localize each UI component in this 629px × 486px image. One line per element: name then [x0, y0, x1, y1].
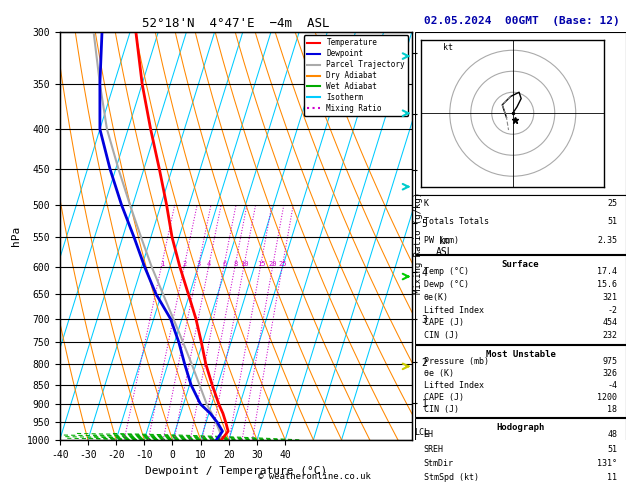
Text: θe(K): θe(K)	[423, 293, 448, 302]
Text: Totals Totals: Totals Totals	[423, 217, 489, 226]
Title: 52°18'N  4°47'E  −4m  ASL: 52°18'N 4°47'E −4m ASL	[142, 17, 330, 31]
Text: CIN (J): CIN (J)	[423, 405, 459, 414]
Text: 3: 3	[197, 261, 201, 267]
Text: Surface: Surface	[502, 260, 539, 269]
Text: 51: 51	[608, 445, 618, 453]
Text: LCL: LCL	[414, 428, 429, 437]
FancyBboxPatch shape	[415, 418, 626, 486]
FancyBboxPatch shape	[415, 255, 626, 344]
Text: 20: 20	[269, 261, 277, 267]
Text: 48: 48	[608, 431, 618, 439]
Text: 232: 232	[603, 331, 618, 340]
Text: -2: -2	[608, 306, 618, 314]
Text: 8: 8	[233, 261, 238, 267]
Text: Pressure (mb): Pressure (mb)	[423, 357, 489, 366]
Text: 2.35: 2.35	[598, 236, 618, 245]
Text: Lifted Index: Lifted Index	[423, 306, 484, 314]
Text: CIN (J): CIN (J)	[423, 331, 459, 340]
Text: 18: 18	[608, 405, 618, 414]
Text: Hodograph: Hodograph	[496, 423, 545, 432]
Text: CAPE (J): CAPE (J)	[423, 318, 464, 327]
Text: © weatheronline.co.uk: © weatheronline.co.uk	[258, 472, 371, 481]
Text: 15: 15	[257, 261, 265, 267]
Text: 10: 10	[240, 261, 248, 267]
FancyBboxPatch shape	[415, 345, 626, 417]
Text: 131°: 131°	[598, 459, 618, 468]
Text: 454: 454	[603, 318, 618, 327]
Text: StmSpd (kt): StmSpd (kt)	[423, 473, 479, 482]
X-axis label: Dewpoint / Temperature (°C): Dewpoint / Temperature (°C)	[145, 467, 327, 476]
Text: 326: 326	[603, 369, 618, 378]
Text: 51: 51	[608, 217, 618, 226]
Text: 02.05.2024  00GMT  (Base: 12): 02.05.2024 00GMT (Base: 12)	[424, 16, 620, 26]
Legend: Temperature, Dewpoint, Parcel Trajectory, Dry Adiabat, Wet Adiabat, Isotherm, Mi: Temperature, Dewpoint, Parcel Trajectory…	[304, 35, 408, 116]
Text: Temp (°C): Temp (°C)	[423, 267, 469, 276]
Text: EH: EH	[423, 431, 433, 439]
Text: 1: 1	[160, 261, 164, 267]
Text: Lifted Index: Lifted Index	[423, 381, 484, 390]
Text: Most Unstable: Most Unstable	[486, 349, 555, 359]
Text: K: K	[423, 199, 428, 208]
Text: PW (cm): PW (cm)	[423, 236, 459, 245]
Text: 17.4: 17.4	[598, 267, 618, 276]
Text: 25: 25	[608, 199, 618, 208]
Text: Dewp (°C): Dewp (°C)	[423, 280, 469, 289]
Y-axis label: hPa: hPa	[11, 226, 21, 246]
Text: StmDir: StmDir	[423, 459, 454, 468]
Text: 15.6: 15.6	[598, 280, 618, 289]
FancyBboxPatch shape	[415, 32, 626, 195]
Text: 4: 4	[207, 261, 211, 267]
Text: 321: 321	[603, 293, 618, 302]
Text: θe (K): θe (K)	[423, 369, 454, 378]
Text: kt: kt	[443, 43, 454, 52]
Text: 11: 11	[608, 473, 618, 482]
FancyBboxPatch shape	[415, 195, 626, 254]
Text: 25: 25	[279, 261, 287, 267]
Text: Mixing Ratio (g/kg): Mixing Ratio (g/kg)	[414, 192, 423, 294]
Text: 975: 975	[603, 357, 618, 366]
Text: 2: 2	[182, 261, 187, 267]
Text: CAPE (J): CAPE (J)	[423, 393, 464, 402]
Text: SREH: SREH	[423, 445, 443, 453]
Y-axis label: km
ASL: km ASL	[435, 236, 453, 257]
Text: 1200: 1200	[598, 393, 618, 402]
Text: 6: 6	[222, 261, 226, 267]
Text: -4: -4	[608, 381, 618, 390]
